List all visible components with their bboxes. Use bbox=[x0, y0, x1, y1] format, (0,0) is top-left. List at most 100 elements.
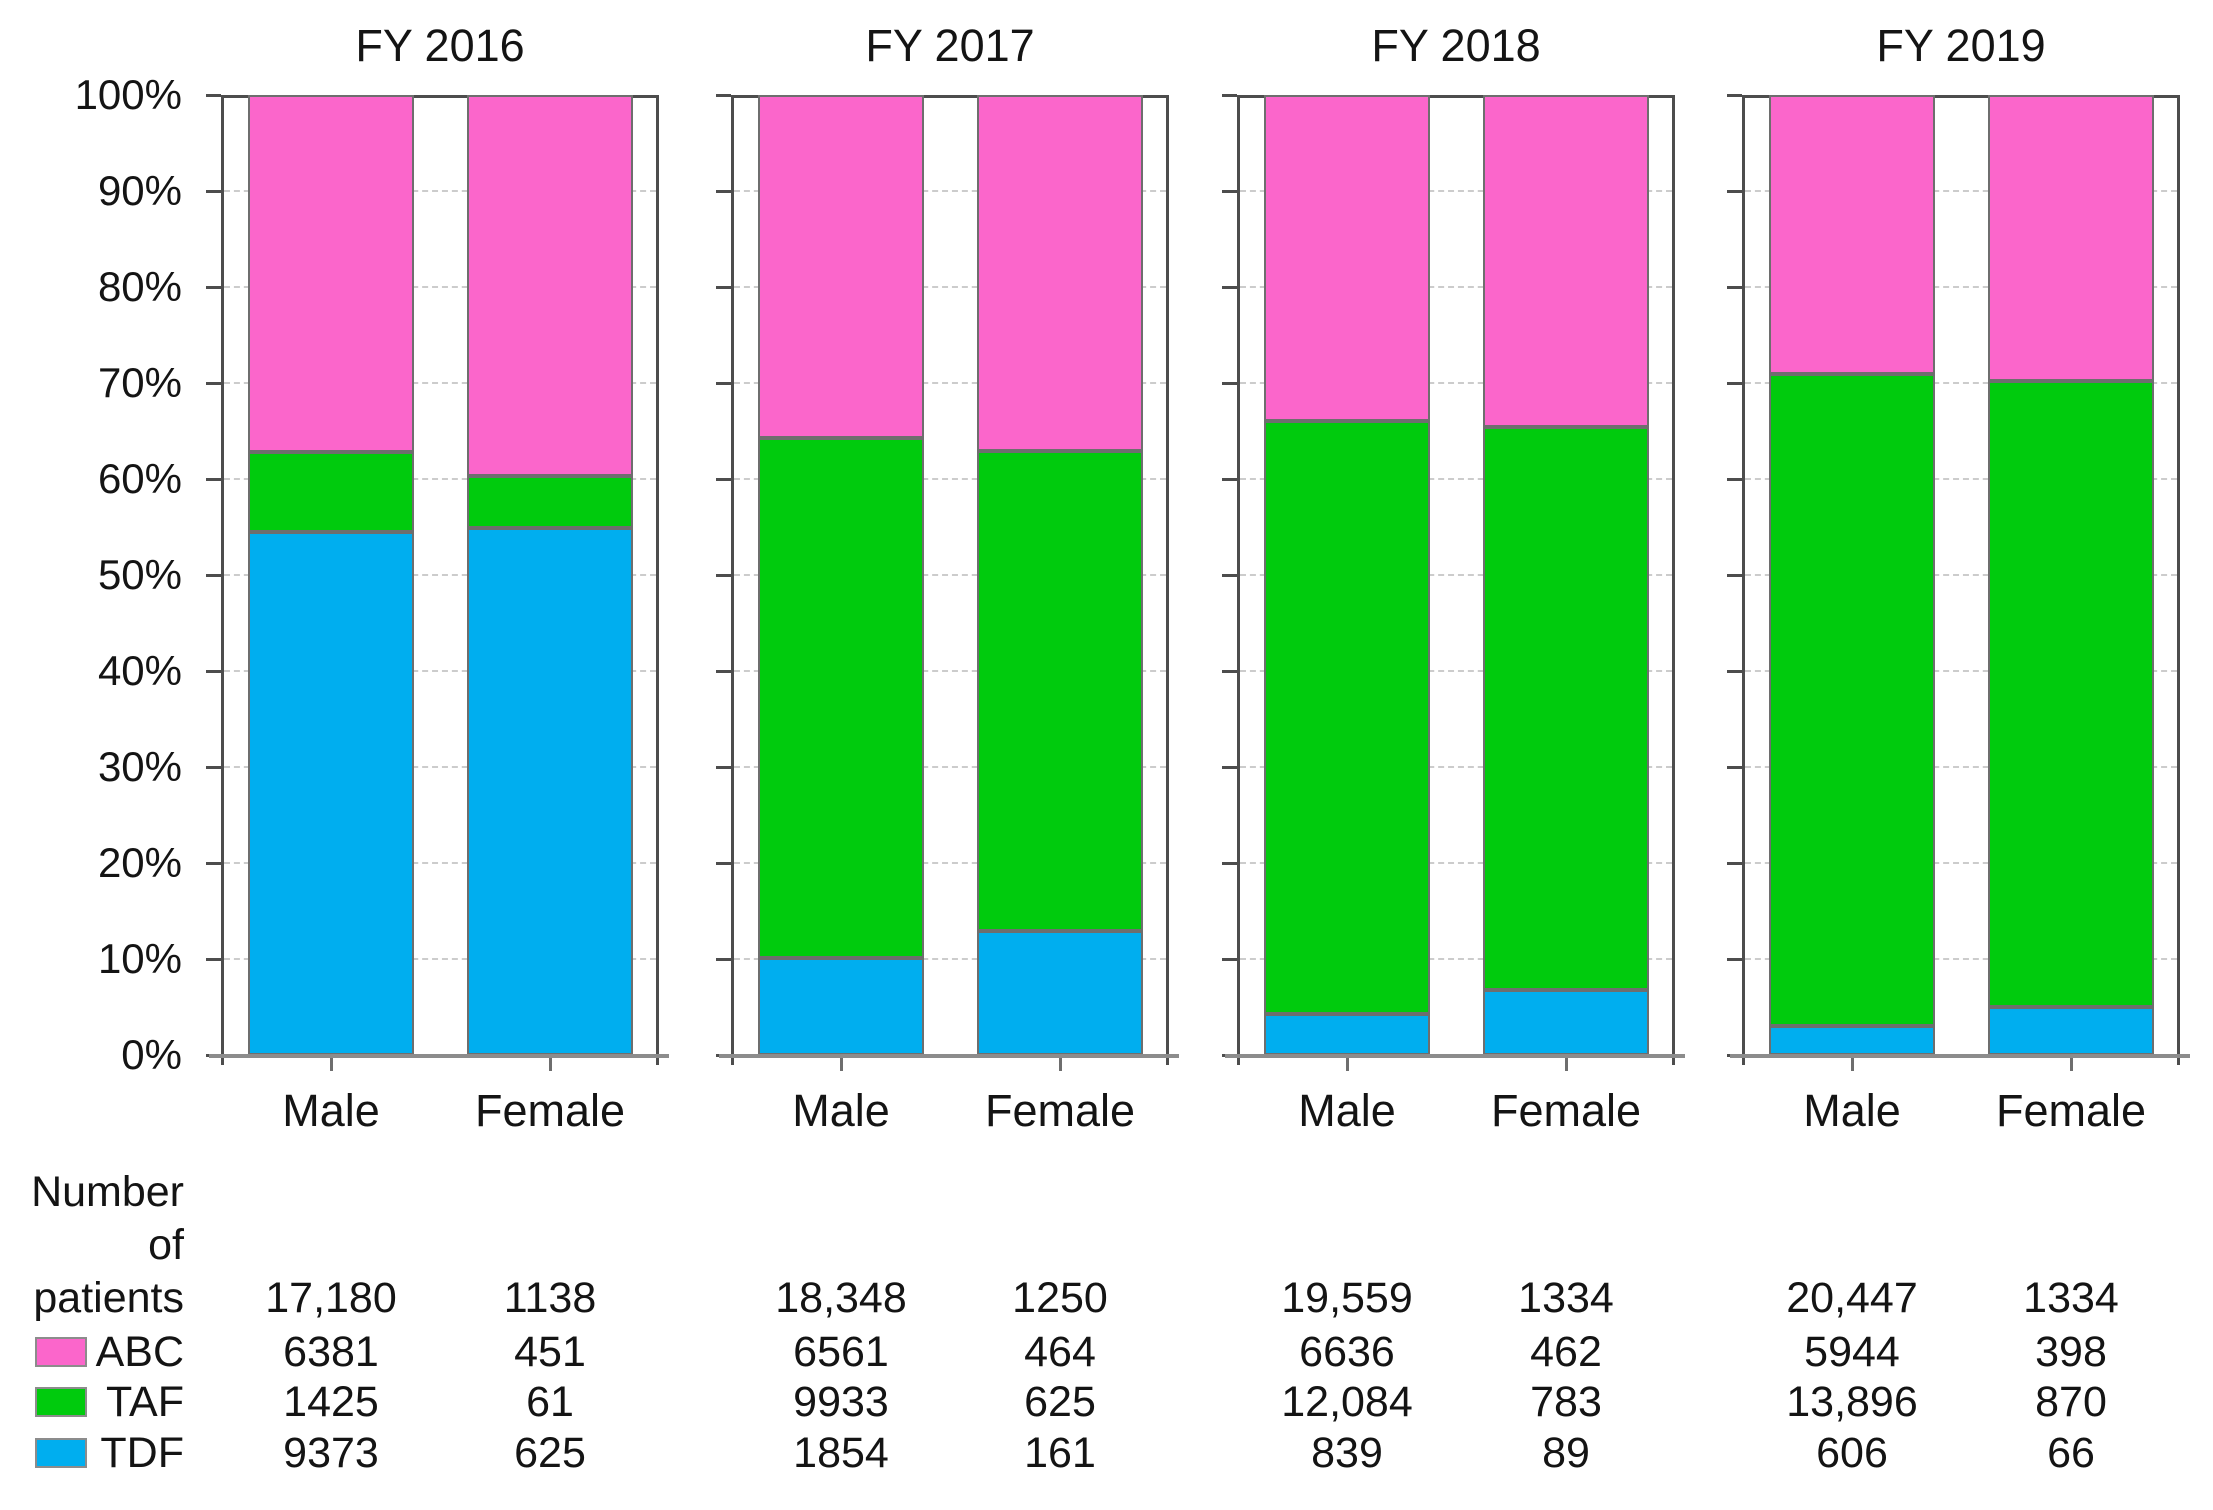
patients-count: 19,559 bbox=[1281, 1274, 1413, 1322]
value-abc: 5944 bbox=[1804, 1328, 1900, 1376]
gridline bbox=[1745, 574, 2177, 576]
y-axis-tick-label: 40% bbox=[97, 647, 182, 694]
value-abc: 462 bbox=[1530, 1328, 1602, 1376]
y-axis-tick bbox=[1222, 286, 1237, 289]
plot-frame-top bbox=[1742, 95, 2180, 98]
x-axis-tick bbox=[840, 1058, 843, 1071]
y-axis-tick bbox=[206, 286, 221, 289]
panel-title: FY 2017 bbox=[865, 20, 1035, 71]
x-axis-tick bbox=[1059, 1058, 1062, 1071]
value-tdf: 625 bbox=[514, 1429, 586, 1477]
bar-segment-taf bbox=[1769, 374, 1935, 1026]
gridline bbox=[1745, 862, 2177, 864]
y-axis-tick bbox=[1727, 958, 1742, 961]
gridline bbox=[224, 190, 656, 192]
table-row-header-line: Number bbox=[31, 1168, 184, 1216]
bar-segment-abc bbox=[248, 95, 414, 452]
value-tdf: 606 bbox=[1816, 1429, 1888, 1477]
y-axis-tick bbox=[1222, 862, 1237, 865]
patients-count: 1334 bbox=[1518, 1274, 1614, 1322]
y-axis-tick bbox=[206, 958, 221, 961]
value-tdf: 161 bbox=[1024, 1429, 1096, 1477]
bar-segment-tdf bbox=[1988, 1007, 2154, 1055]
bar-segment-taf bbox=[1988, 381, 2154, 1007]
y-axis-tick bbox=[716, 94, 731, 97]
y-axis-tick bbox=[1222, 574, 1237, 577]
x-axis-label-female: Female bbox=[1490, 1085, 1642, 1136]
y-axis-tick bbox=[206, 574, 221, 577]
y-axis-tick bbox=[1222, 94, 1237, 97]
bar-male bbox=[758, 95, 924, 1055]
value-taf: 783 bbox=[1530, 1378, 1602, 1426]
gridline bbox=[734, 286, 1166, 288]
y-axis-tick bbox=[1727, 574, 1742, 577]
patients-count: 1138 bbox=[503, 1274, 597, 1322]
bar-male bbox=[1769, 95, 1935, 1055]
gridline bbox=[224, 670, 656, 672]
y-axis-tick bbox=[716, 958, 731, 961]
y-axis-tick-label: 50% bbox=[97, 551, 182, 598]
y-axis-tick bbox=[716, 286, 731, 289]
bar-segment-abc bbox=[977, 95, 1143, 451]
gridline bbox=[224, 382, 656, 384]
bar-segment-abc bbox=[758, 95, 924, 438]
x-axis-label-male: Male bbox=[1298, 1085, 1396, 1136]
y-axis-tick bbox=[716, 670, 731, 673]
table-row-header-line: of bbox=[148, 1221, 184, 1269]
y-axis-tick bbox=[206, 670, 221, 673]
value-tdf: 1854 bbox=[793, 1429, 889, 1477]
patients-count: 18,348 bbox=[775, 1274, 907, 1322]
bar-female bbox=[467, 95, 633, 1055]
gridline bbox=[1745, 766, 2177, 768]
plot-frame-left bbox=[1742, 95, 1745, 1065]
panel-title: FY 2019 bbox=[1876, 20, 2046, 71]
value-abc: 6381 bbox=[283, 1328, 379, 1376]
gridline bbox=[734, 766, 1166, 768]
bar-segment-abc bbox=[1264, 95, 1430, 421]
legend-swatch-abc bbox=[35, 1337, 87, 1367]
y-axis-tick-label: 30% bbox=[97, 743, 182, 790]
legend-label-tdf: TDF bbox=[100, 1429, 184, 1477]
gridline bbox=[1745, 958, 2177, 960]
gridline bbox=[734, 670, 1166, 672]
y-axis-tick bbox=[1727, 478, 1742, 481]
bar-segment-taf bbox=[467, 476, 633, 528]
legend-label-abc: ABC bbox=[95, 1328, 184, 1376]
gridline bbox=[1240, 862, 1672, 864]
value-taf: 12,084 bbox=[1281, 1378, 1413, 1426]
gridline bbox=[224, 286, 656, 288]
legend-swatch-taf bbox=[35, 1387, 87, 1417]
gridline bbox=[1240, 958, 1672, 960]
gridline bbox=[1745, 286, 2177, 288]
bar-segment-tdf bbox=[1769, 1026, 1935, 1055]
plot-frame-right bbox=[2177, 95, 2180, 1065]
bar-male bbox=[1264, 95, 1430, 1055]
value-abc: 6561 bbox=[793, 1328, 889, 1376]
x-axis-label-male: Male bbox=[792, 1085, 890, 1136]
y-axis-tick bbox=[716, 190, 731, 193]
value-taf: 870 bbox=[2035, 1378, 2107, 1426]
plot-frame-right bbox=[1166, 95, 1169, 1065]
bar-segment-abc bbox=[1988, 95, 2154, 381]
value-taf: 9933 bbox=[793, 1378, 889, 1426]
plot-frame-right bbox=[1672, 95, 1675, 1065]
gridline bbox=[1745, 190, 2177, 192]
x-axis-line bbox=[1730, 1054, 2190, 1058]
gridline bbox=[224, 958, 656, 960]
y-axis-tick bbox=[1727, 382, 1742, 385]
gridline bbox=[734, 478, 1166, 480]
y-axis-tick bbox=[1727, 94, 1742, 97]
gridline bbox=[1745, 382, 2177, 384]
y-axis-tick bbox=[1222, 766, 1237, 769]
x-axis-label-male: Male bbox=[1803, 1085, 1901, 1136]
y-axis-tick bbox=[1222, 382, 1237, 385]
y-axis-tick bbox=[206, 190, 221, 193]
value-taf: 13,896 bbox=[1786, 1378, 1918, 1426]
bar-segment-abc bbox=[1769, 95, 1935, 374]
value-taf: 61 bbox=[526, 1378, 574, 1426]
plot-frame-right bbox=[656, 95, 659, 1065]
gridline bbox=[1240, 670, 1672, 672]
y-axis-tick bbox=[206, 478, 221, 481]
gridline bbox=[224, 766, 656, 768]
